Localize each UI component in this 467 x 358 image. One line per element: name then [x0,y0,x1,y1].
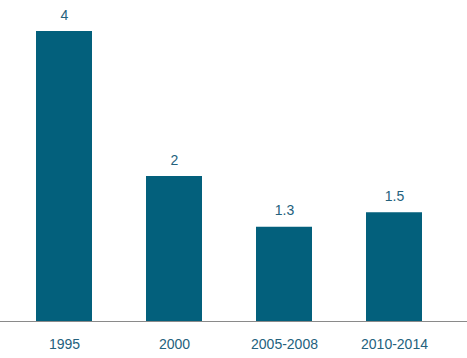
svg-text:2005-2008: 2005-2008 [251,336,318,352]
svg-text:2010-2014: 2010-2014 [361,336,428,352]
svg-text:1995: 1995 [49,336,80,352]
svg-text:1.3: 1.3 [275,202,295,218]
svg-text:1.5: 1.5 [385,188,405,204]
svg-text:2: 2 [171,152,179,168]
svg-text:4: 4 [61,7,69,23]
svg-text:2000: 2000 [159,336,190,352]
